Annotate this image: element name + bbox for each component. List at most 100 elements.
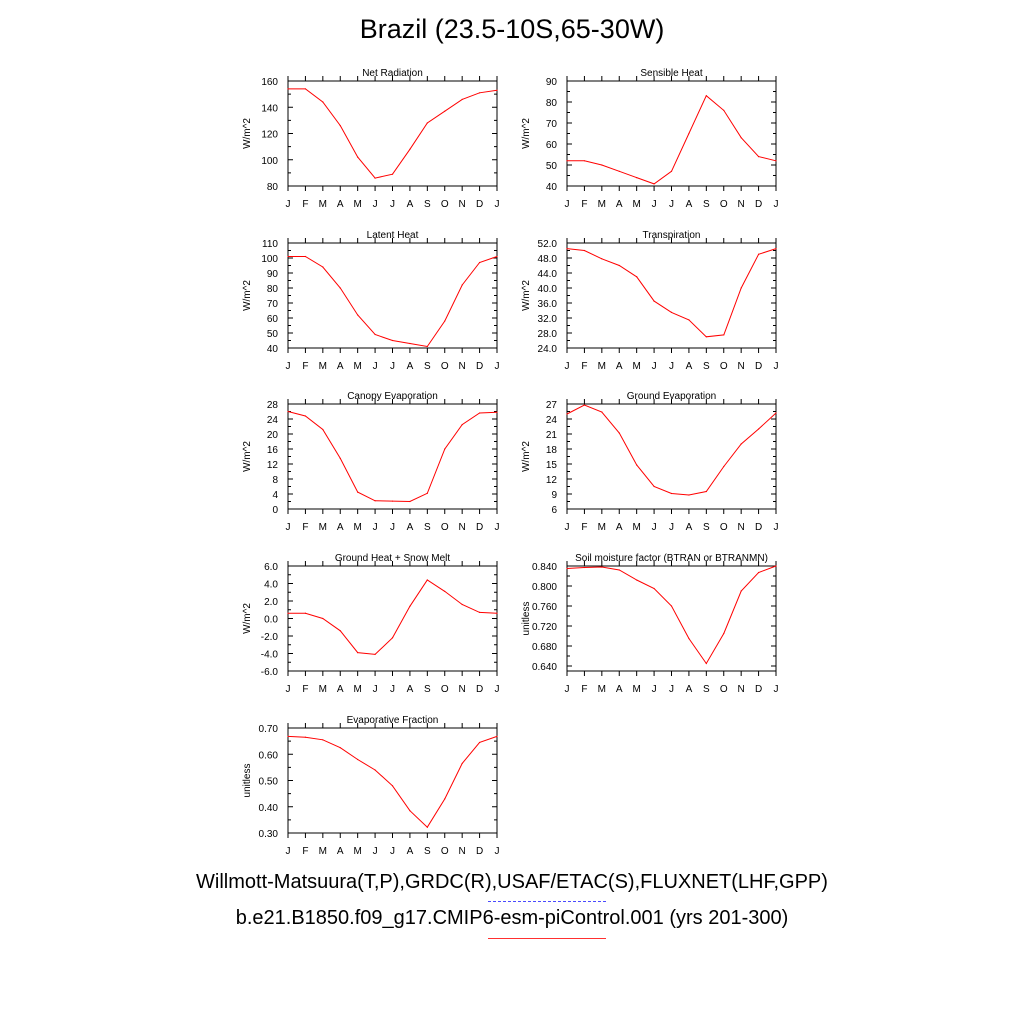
- y-axis-label: W/m^2: [242, 441, 253, 472]
- y-tick-label: 0.70: [259, 724, 279, 735]
- data-point: [688, 494, 690, 496]
- x-tick-label: F: [581, 361, 587, 372]
- x-tick-label: O: [441, 846, 449, 857]
- y-tick-label: 21: [546, 430, 558, 441]
- x-tick-label: J: [565, 684, 570, 695]
- data-point: [775, 160, 777, 162]
- data-point: [426, 345, 428, 348]
- data-point: [757, 156, 760, 158]
- y-tick-label: 9: [551, 490, 557, 501]
- data-point: [339, 457, 341, 459]
- data-point: [461, 284, 463, 286]
- y-tick-label: 24: [267, 415, 279, 426]
- y-tick-label: 24: [546, 415, 558, 426]
- x-tick-label: J: [373, 199, 378, 210]
- y-tick-label: 0.640: [532, 662, 557, 673]
- x-tick-label: J: [652, 361, 657, 372]
- x-tick-label: J: [373, 684, 378, 695]
- data-point: [601, 258, 603, 260]
- x-tick-label: A: [407, 361, 414, 372]
- panel-title: Net Radiation: [362, 68, 423, 79]
- x-tick-label: J: [774, 684, 779, 695]
- plot-frame: [287, 403, 498, 510]
- x-tick-label: J: [286, 522, 291, 533]
- y-tick-label: 160: [261, 77, 278, 88]
- data-point: [757, 571, 760, 574]
- y-tick-label: 0.50: [259, 777, 279, 788]
- x-tick-label: J: [373, 846, 378, 857]
- x-tick-label: A: [686, 684, 693, 695]
- data-point: [757, 253, 760, 255]
- data-point: [357, 652, 359, 654]
- x-tick-label: A: [616, 361, 623, 372]
- data-point: [461, 603, 463, 606]
- plot-frame: [287, 727, 498, 834]
- y-tick-label: 50: [267, 329, 279, 340]
- data-point: [304, 88, 307, 90]
- y-tick-label: 6: [551, 505, 557, 516]
- data-point: [583, 404, 586, 406]
- data-point: [304, 612, 307, 614]
- y-tick-label: 60: [267, 314, 279, 325]
- figure-title: Brazil (23.5-10S,65-30W): [359, 14, 665, 44]
- y-tick-label: 0.760: [532, 602, 557, 613]
- y-axis-label: W/m^2: [521, 280, 532, 311]
- x-tick-label: N: [738, 361, 745, 372]
- x-tick-label: A: [686, 199, 693, 210]
- data-point: [409, 605, 411, 607]
- x-tick-label: D: [476, 684, 483, 695]
- x-tick-label: M: [353, 846, 361, 857]
- data-point: [757, 428, 760, 430]
- series-line: [287, 411, 498, 503]
- y-tick-label: 50: [546, 161, 558, 172]
- data-point: [653, 587, 655, 590]
- y-tick-label: 4: [272, 490, 278, 501]
- y-tick-label: 70: [267, 299, 279, 310]
- data-point: [601, 411, 603, 413]
- data-point: [426, 492, 428, 494]
- y-tick-label: 0.40: [259, 803, 279, 814]
- data-point: [409, 148, 411, 150]
- x-tick-label: S: [703, 199, 710, 210]
- data-point: [775, 565, 777, 567]
- data-point: [357, 156, 359, 158]
- series-line: [567, 94, 777, 185]
- x-tick-label: M: [353, 361, 361, 372]
- data-point: [723, 465, 725, 468]
- panel-title: Canopy Evaporation: [347, 391, 438, 402]
- y-tick-label: 0.680: [532, 642, 557, 653]
- y-tick-label: 100: [261, 156, 278, 167]
- x-tick-label: M: [319, 846, 327, 857]
- x-tick-label: J: [390, 684, 395, 695]
- data-point: [705, 490, 707, 493]
- x-tick-label: M: [632, 522, 640, 533]
- data-point: [636, 579, 638, 581]
- x-tick-label: M: [632, 199, 640, 210]
- data-point: [566, 160, 568, 162]
- data-point: [426, 579, 428, 581]
- x-tick-label: D: [755, 522, 762, 533]
- y-tick-label: 0.0: [264, 615, 278, 626]
- data-point: [566, 413, 568, 415]
- x-tick-label: J: [390, 199, 395, 210]
- data-point: [688, 132, 690, 135]
- data-point: [705, 95, 707, 97]
- data-point: [391, 637, 394, 639]
- data-point: [478, 741, 481, 744]
- x-tick-label: F: [302, 522, 308, 533]
- y-axis-label: W/m^2: [521, 441, 532, 472]
- x-tick-label: N: [738, 199, 745, 210]
- legend-model-label: b.e21.B1850.f09_g17.CMIP6-esm-piControl.…: [235, 907, 789, 929]
- x-tick-label: J: [390, 361, 395, 372]
- x-tick-label: D: [755, 199, 762, 210]
- x-tick-label: J: [774, 199, 779, 210]
- x-tick-label: N: [459, 684, 466, 695]
- y-tick-label: 6.0: [264, 562, 278, 573]
- x-tick-label: J: [373, 361, 378, 372]
- plot-frame: [566, 242, 777, 349]
